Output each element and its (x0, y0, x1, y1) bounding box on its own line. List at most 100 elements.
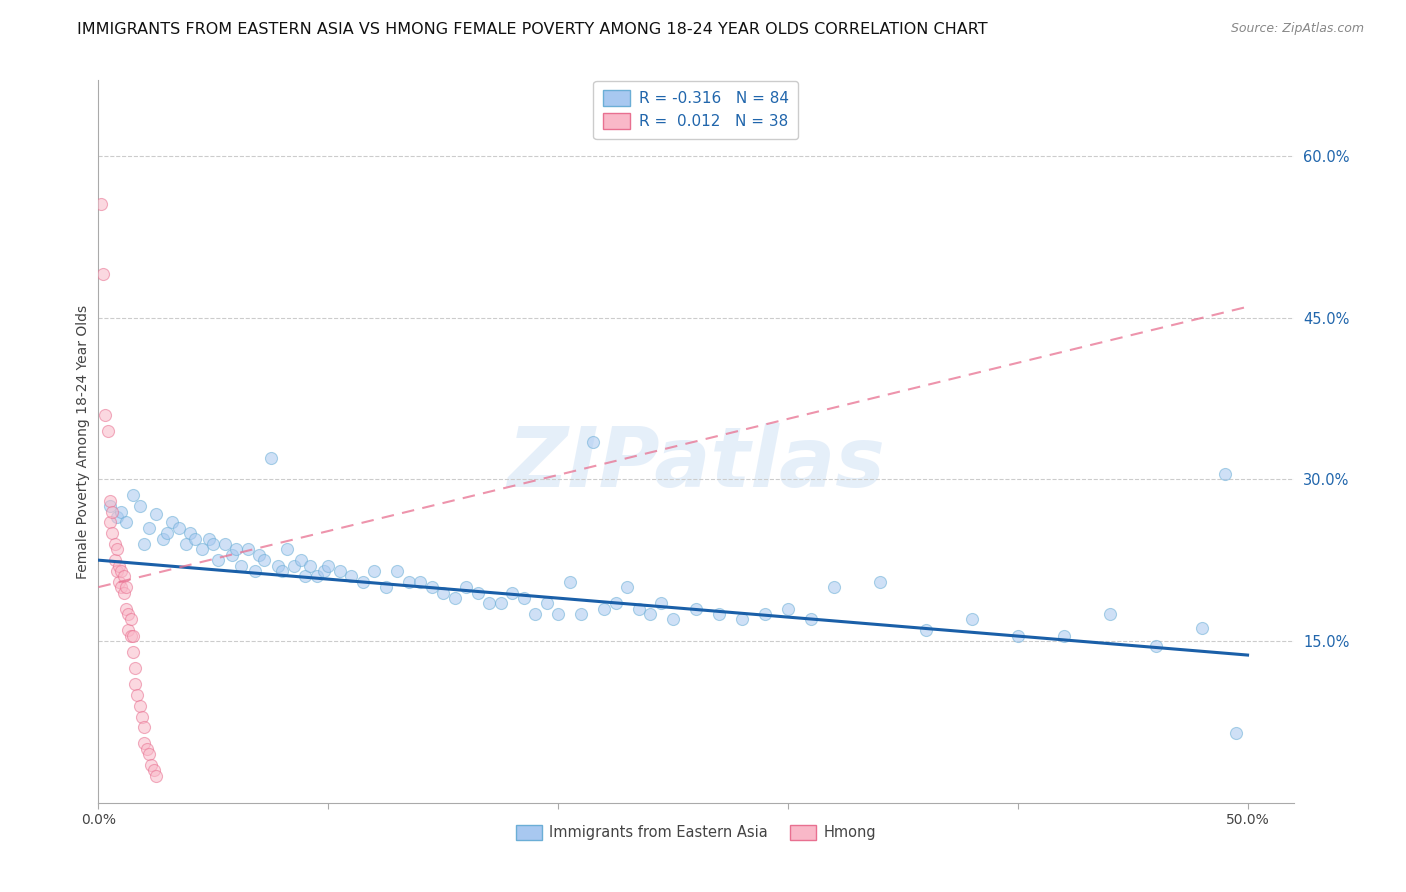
Point (103, 553, 125, 567)
Point (352, 574, 374, 589)
Point (731, 612, 754, 626)
Point (184, 532, 207, 546)
Point (134, 737, 156, 751)
Point (305, 569, 328, 583)
Point (294, 569, 316, 583)
Point (512, 591, 534, 605)
Point (290, 553, 312, 567)
Point (869, 574, 891, 589)
Point (145, 769, 167, 783)
Text: ZIPatlas: ZIPatlas (508, 423, 884, 504)
Point (1098, 607, 1121, 621)
Text: IMMIGRANTS FROM EASTERN ASIA VS HMONG FEMALE POVERTY AMONG 18-24 YEAR OLDS CORRE: IMMIGRANTS FROM EASTERN ASIA VS HMONG FE… (77, 22, 988, 37)
Point (243, 564, 266, 578)
Point (914, 624, 936, 638)
Point (97, 424, 120, 438)
Point (960, 612, 983, 626)
Point (1144, 640, 1167, 654)
Point (115, 601, 138, 615)
Point (616, 580, 638, 594)
Point (271, 564, 294, 578)
Point (103, 537, 125, 551)
Point (489, 596, 512, 610)
Point (128, 698, 150, 713)
Point (115, 516, 138, 530)
Point (214, 537, 236, 551)
Point (501, 585, 523, 599)
Point (593, 601, 616, 615)
Point (101, 505, 124, 519)
Point (605, 596, 627, 610)
Point (1053, 629, 1076, 643)
Point (174, 537, 197, 551)
Point (110, 564, 132, 578)
Point (776, 601, 799, 615)
Point (98, 493, 121, 508)
Point (152, 532, 174, 546)
Point (569, 607, 592, 621)
Point (101, 526, 124, 541)
Point (221, 548, 243, 562)
Point (536, 596, 558, 610)
Point (120, 629, 142, 643)
Point (1225, 725, 1247, 739)
Point (141, 758, 163, 772)
Point (467, 585, 489, 599)
Legend: Immigrants from Eastern Asia, Hmong: Immigrants from Eastern Asia, Hmong (510, 819, 882, 847)
Point (409, 574, 432, 589)
Point (443, 591, 465, 605)
Point (456, 580, 478, 594)
Point (229, 558, 252, 573)
Point (135, 742, 157, 756)
Point (340, 569, 363, 583)
Point (117, 624, 139, 638)
Point (142, 764, 165, 778)
Point (90, 197, 112, 211)
Point (191, 542, 214, 557)
Point (134, 537, 156, 551)
Point (98, 516, 121, 530)
Point (160, 516, 183, 530)
Point (283, 558, 305, 573)
Point (267, 558, 290, 573)
Point (581, 434, 603, 449)
Point (207, 553, 229, 567)
Text: Source: ZipAtlas.com: Source: ZipAtlas.com (1230, 22, 1364, 36)
Point (558, 574, 581, 589)
Point (236, 542, 259, 557)
Point (122, 488, 145, 502)
Point (179, 526, 201, 541)
Point (138, 747, 160, 762)
Point (1213, 467, 1236, 481)
Point (105, 564, 128, 578)
Point (124, 677, 146, 691)
Point (117, 607, 139, 621)
Point (167, 521, 190, 535)
Point (662, 612, 685, 626)
Point (247, 548, 270, 562)
Point (316, 558, 339, 573)
Point (276, 542, 298, 557)
Point (398, 574, 420, 589)
Y-axis label: Female Poverty Among 18-24 Year Olds: Female Poverty Among 18-24 Year Olds (76, 304, 90, 579)
Point (110, 580, 132, 594)
Point (156, 526, 179, 541)
Point (385, 564, 409, 578)
Point (110, 505, 132, 519)
Point (650, 596, 672, 610)
Point (823, 580, 845, 594)
Point (420, 580, 443, 594)
Point (197, 532, 219, 546)
Point (128, 500, 150, 514)
Point (120, 612, 142, 626)
Point (638, 607, 661, 621)
Point (115, 580, 138, 594)
Point (800, 612, 823, 626)
Point (1191, 621, 1213, 635)
Point (253, 553, 276, 567)
Point (374, 580, 396, 594)
Point (127, 688, 149, 702)
Point (524, 607, 547, 621)
Point (122, 629, 145, 643)
Point (298, 558, 321, 573)
